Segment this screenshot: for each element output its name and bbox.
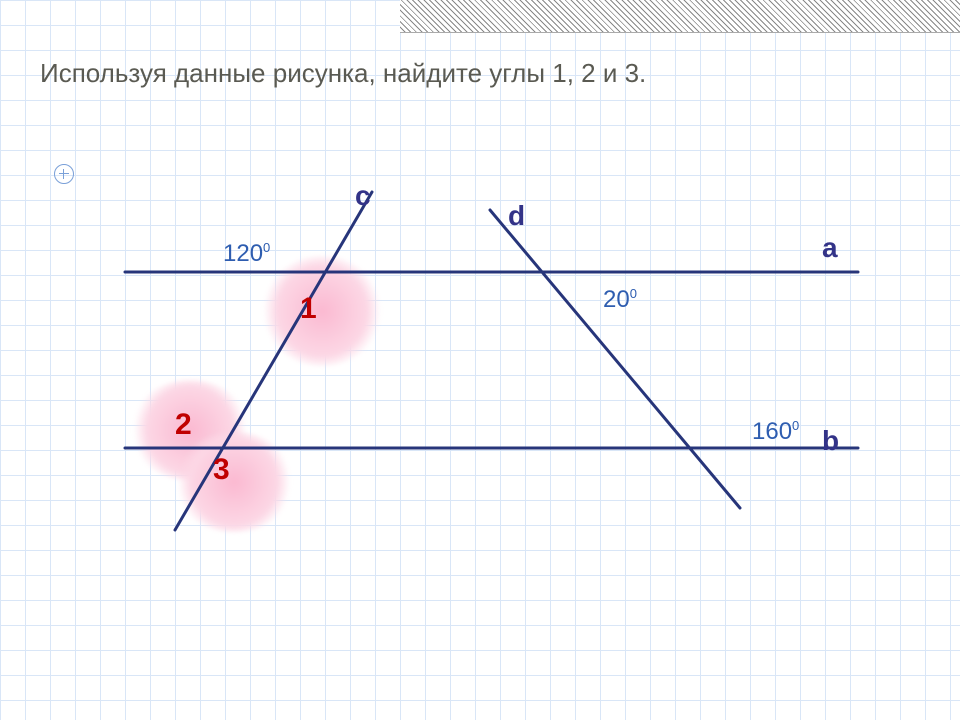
label-line-d: d [508, 200, 525, 232]
angle-160-sup: 0 [792, 418, 799, 433]
angle-120-sup: 0 [263, 240, 270, 255]
angle-20-value: 20 [603, 286, 630, 313]
label-line-b: b [822, 425, 839, 457]
angle-120-value: 120 [223, 240, 263, 267]
line-c [175, 192, 372, 530]
angle-120: 1200 [223, 240, 270, 268]
geometry-svg [0, 0, 960, 720]
unknown-angle-2: 2 [175, 408, 192, 442]
unknown-angle-1: 1 [300, 292, 317, 326]
unknown-angle-3: 3 [213, 453, 230, 487]
label-line-c: с [355, 180, 371, 212]
angle-20-sup: 0 [630, 286, 637, 301]
angle-160: 1600 [752, 418, 799, 446]
angle-160-value: 160 [752, 418, 792, 445]
angle-20: 200 [603, 286, 637, 314]
line-d [490, 210, 740, 508]
slide-canvas: Используя данные рисунка, найдите углы 1… [0, 0, 960, 720]
label-line-a: а [822, 232, 838, 264]
